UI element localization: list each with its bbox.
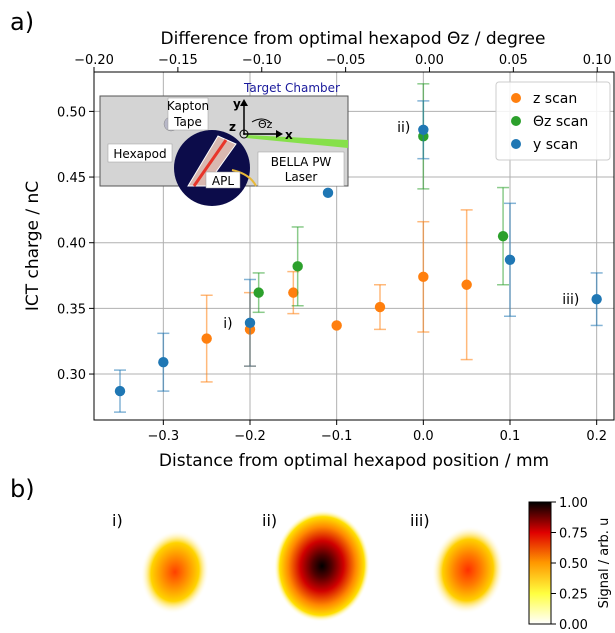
image-label-i: i) — [112, 511, 123, 530]
apl-label-box — [205, 171, 241, 189]
x-tick-label: −0.2 — [234, 429, 266, 444]
laser-beam — [246, 135, 348, 148]
y-axis-label: ICT charge / nC — [23, 181, 43, 311]
colorbar-tick-label: 0.00 — [559, 618, 588, 633]
top-x-tick-label: −0.05 — [326, 53, 366, 68]
data-point-z-scan — [201, 333, 212, 344]
data-point-z-scan — [292, 261, 303, 272]
data-point-z-scan — [461, 279, 472, 290]
legend-box — [495, 81, 611, 161]
y-tick-label: 0.45 — [57, 171, 86, 186]
legend-marker-z — [511, 93, 521, 103]
y-tick-label: 0.30 — [57, 368, 86, 383]
top-x-tick-label: 0.10 — [583, 53, 612, 68]
theta-arc — [251, 118, 271, 123]
data-point-z-scan — [331, 320, 342, 331]
kapton-label-box — [167, 97, 209, 131]
data-point-y-scan — [322, 187, 334, 199]
image-label-iii: iii) — [410, 511, 430, 530]
colorbar-tick-label: 0.75 — [559, 527, 588, 542]
top-x-axis-label: Difference from optimal hexapod Θz / deg… — [161, 29, 546, 49]
apl-label: APL — [212, 174, 234, 188]
y-tick-label: 0.35 — [57, 302, 86, 317]
data-point-z-scan — [253, 287, 264, 298]
laser-label-line2: Laser — [285, 170, 318, 184]
beam-image-ii — [273, 510, 371, 622]
plot-frame — [93, 71, 615, 421]
y-tick-label: 0.40 — [57, 237, 86, 252]
top-x-tick-label: −0.10 — [242, 53, 282, 68]
x-tick-label: 0.1 — [500, 429, 521, 444]
x-arrow-head — [276, 130, 283, 138]
legend-label-theta: Θz scan — [533, 114, 588, 130]
data-point-y-scan — [591, 293, 602, 305]
data-point-z-scan — [374, 301, 386, 313]
red-wire — [192, 139, 228, 187]
kapton-label: Kapton — [167, 99, 209, 113]
laser-label-box — [257, 151, 345, 187]
top-x-tick-label: 0.05 — [499, 53, 528, 68]
colorbar — [528, 501, 552, 625]
tape-label: Tape — [173, 115, 202, 129]
x-tick-label: 0.2 — [586, 429, 607, 444]
top-x-tick-label: −0.15 — [158, 53, 198, 68]
image-label-ii: ii) — [262, 511, 277, 530]
colorbar-label: Signal / arb. u — [597, 518, 612, 609]
z-axis-dot — [239, 129, 249, 139]
colorbar-ticks: 0.00 0.25 0.50 0.75 1.00 — [551, 496, 588, 633]
beam-image-iii — [431, 526, 505, 614]
inset-title: Target Chamber — [243, 81, 340, 95]
axis-x-text: x — [285, 128, 293, 142]
point-annotation: ii) — [397, 120, 410, 136]
beam-profile-images: i) ii) iii) 0.00 0.25 0.50 0.75 1.00 Signal … — [112, 496, 612, 633]
top-x-tick-label: 0.00 — [415, 53, 444, 68]
data-point-y-scan — [418, 124, 429, 135]
legend: z scan Θz scan y scan — [495, 81, 611, 161]
y-tick-label: 0.50 — [57, 105, 86, 120]
data-point-y-scan — [158, 357, 169, 368]
data-point-z-scan — [418, 271, 429, 283]
z-axis-center — [243, 133, 245, 135]
data-point-z-scan — [288, 287, 299, 298]
colorbar-tick-label: 0.50 — [559, 557, 588, 572]
panel-a-label: a) — [10, 8, 34, 36]
legend-label-z: z scan — [533, 91, 577, 107]
y-arrow-head — [240, 99, 248, 106]
axis-z-text: z — [229, 120, 236, 134]
legend-label-y: y scan — [533, 137, 578, 153]
axis-y-text: y — [233, 97, 241, 111]
data-point-y-scan — [244, 317, 256, 329]
x-tick-label: −0.1 — [321, 429, 353, 444]
x-tick-label: −0.3 — [148, 429, 180, 444]
data-point-y-scan — [504, 254, 516, 265]
point-annotation: i) — [223, 316, 232, 332]
axis-theta-text: Θz — [258, 118, 273, 131]
data-marks — [114, 83, 603, 413]
scatter-plot: −0.3 −0.2 −0.1 0.0 0.1 0.2 0.30 0.35 0.40 0.45 0.5… — [23, 29, 615, 471]
laser-label-line1: BELLA PW — [271, 155, 332, 169]
data-point-y-scan — [114, 385, 126, 397]
hexapod-label-box — [107, 143, 173, 163]
point-annotations: i) ii) iii) — [223, 120, 579, 332]
hexapod-label: Hexapod — [113, 147, 166, 161]
axis-ticks: −0.3 −0.2 −0.1 0.0 0.1 0.2 0.30 0.35 0.40 0.45 0.5… — [57, 53, 612, 444]
data-point-z-scan — [497, 230, 509, 242]
point-annotation: iii) — [562, 292, 579, 308]
legend-marker-y — [511, 139, 521, 149]
panel-b-label: b) — [10, 475, 35, 503]
tape-edge — [231, 169, 257, 187]
target-chamber-inset: Kapton Tape Hexapod APL BELLA PW Laser T… — [99, 81, 349, 206]
x-axis-label: Distance from optimal hexapod position /… — [159, 451, 549, 471]
axis-triad: y x z Θz — [229, 97, 293, 142]
x-tick-label: 0.0 — [413, 429, 434, 444]
beam-image-i — [140, 530, 210, 614]
legend-marker-theta — [511, 116, 521, 126]
top-x-tick-label: −0.20 — [74, 53, 114, 68]
colorbar-tick-label: 1.00 — [559, 496, 588, 511]
colorbar-tick-label: 0.25 — [559, 588, 588, 603]
